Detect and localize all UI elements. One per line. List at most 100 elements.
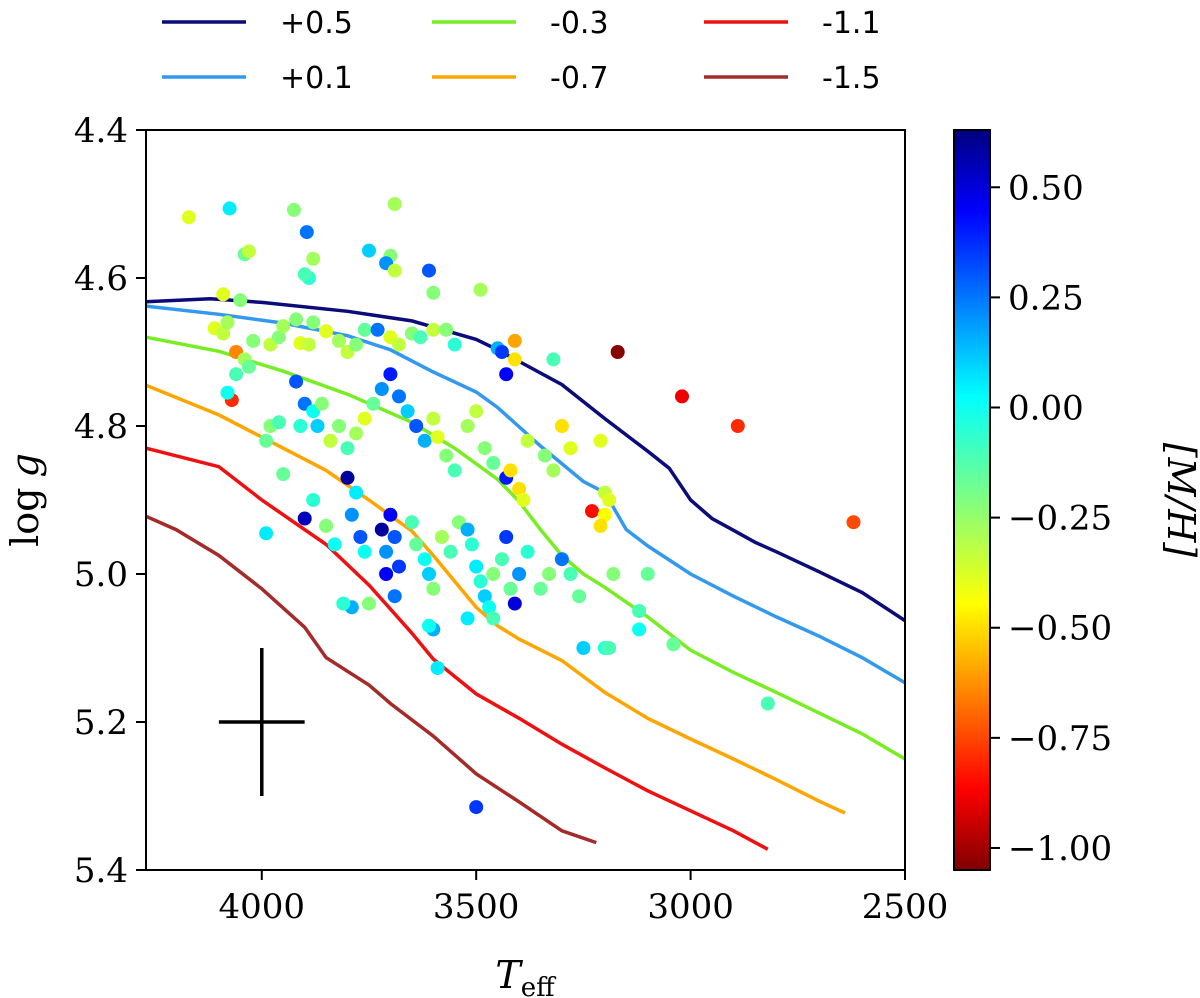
data-point	[289, 374, 304, 389]
data-point	[675, 389, 689, 404]
y-tick-label: 4.4	[74, 111, 128, 151]
data-point	[387, 263, 402, 278]
data-point	[846, 515, 861, 530]
data-point	[222, 201, 237, 216]
data-point	[447, 337, 462, 352]
data-point	[473, 574, 488, 589]
data-point	[494, 552, 509, 567]
data-point	[460, 611, 475, 626]
data-point	[357, 322, 372, 337]
data-point	[507, 333, 522, 348]
data-point	[426, 581, 441, 596]
x-axis-title-main: T	[495, 953, 523, 997]
data-point	[216, 287, 231, 302]
data-point	[241, 244, 256, 259]
data-point	[387, 197, 402, 211]
data-point	[297, 267, 312, 282]
data-point	[392, 337, 406, 352]
data-point	[486, 567, 501, 581]
data-point	[310, 419, 325, 433]
data-point	[554, 419, 569, 433]
data-point	[383, 367, 398, 382]
data-point	[572, 589, 587, 604]
colorbar-tick-label: 0.25	[1008, 278, 1084, 318]
data-point	[306, 493, 321, 507]
data-point	[379, 544, 394, 559]
data-point	[392, 389, 406, 404]
data-point	[507, 596, 522, 611]
data-point	[409, 537, 424, 552]
data-point	[392, 559, 406, 574]
data-point	[469, 559, 484, 574]
data-point	[486, 456, 501, 470]
data-point	[430, 661, 445, 675]
data-point	[585, 504, 599, 519]
data-point	[417, 552, 432, 567]
data-point	[220, 385, 235, 400]
y-tick-label: 4.6	[74, 259, 128, 299]
data-point	[233, 293, 248, 308]
data-point	[259, 433, 274, 448]
data-point	[404, 515, 419, 530]
data-point	[602, 641, 617, 655]
x-tick-label: 2500	[862, 887, 949, 927]
data-point	[271, 415, 286, 430]
data-point	[422, 567, 436, 581]
data-point	[357, 544, 372, 559]
colorbar	[953, 129, 991, 871]
data-point	[276, 319, 291, 334]
data-point	[293, 419, 308, 433]
legend: +0.5 +0.1 -0.3 -0.7 -1.1 -1.5	[162, 6, 881, 96]
data-point	[473, 282, 488, 297]
x-axis-title-sub: eff	[521, 973, 557, 998]
data-point	[422, 263, 436, 278]
data-point	[632, 622, 647, 637]
legend-label: -0.7	[550, 61, 609, 96]
data-point	[241, 359, 256, 374]
data-point	[297, 511, 312, 526]
data-point	[370, 322, 385, 337]
data-point	[422, 618, 436, 633]
data-point	[563, 441, 578, 456]
data-point	[430, 430, 445, 445]
data-point	[387, 530, 402, 544]
data-point	[306, 315, 321, 330]
data-point	[469, 404, 484, 419]
data-point	[349, 426, 364, 441]
y-tick-label: 5.2	[74, 703, 128, 743]
data-point	[374, 382, 389, 396]
data-point	[426, 411, 441, 426]
plot-frame	[145, 129, 906, 871]
legend-label: +0.5	[280, 6, 353, 41]
data-point	[344, 507, 359, 522]
data-point	[259, 526, 274, 541]
scatter-points	[181, 197, 861, 815]
legend-label: -1.1	[822, 6, 881, 41]
series-line-5	[145, 514, 597, 845]
colorbar-tick-label: −0.25	[1008, 499, 1112, 539]
data-point	[286, 202, 301, 217]
data-point	[319, 518, 334, 533]
legend-label: +0.1	[280, 61, 353, 96]
data-point	[477, 441, 492, 456]
data-point	[413, 330, 428, 345]
data-point	[301, 337, 316, 352]
data-point	[299, 225, 314, 240]
data-point	[546, 352, 561, 367]
data-point	[306, 251, 321, 266]
data-point	[512, 567, 527, 581]
series-line-0	[145, 296, 906, 623]
data-point	[340, 470, 355, 485]
data-point	[426, 285, 441, 300]
data-point	[340, 441, 355, 456]
data-point	[362, 596, 376, 611]
data-point	[494, 345, 509, 359]
data-point	[520, 433, 535, 448]
data-point	[400, 404, 415, 419]
data-point	[332, 419, 346, 433]
data-point	[409, 419, 424, 433]
x-axis-ticks: 4000 3500 3000 2500	[219, 870, 949, 927]
data-point	[434, 530, 449, 544]
data-point	[439, 322, 454, 337]
